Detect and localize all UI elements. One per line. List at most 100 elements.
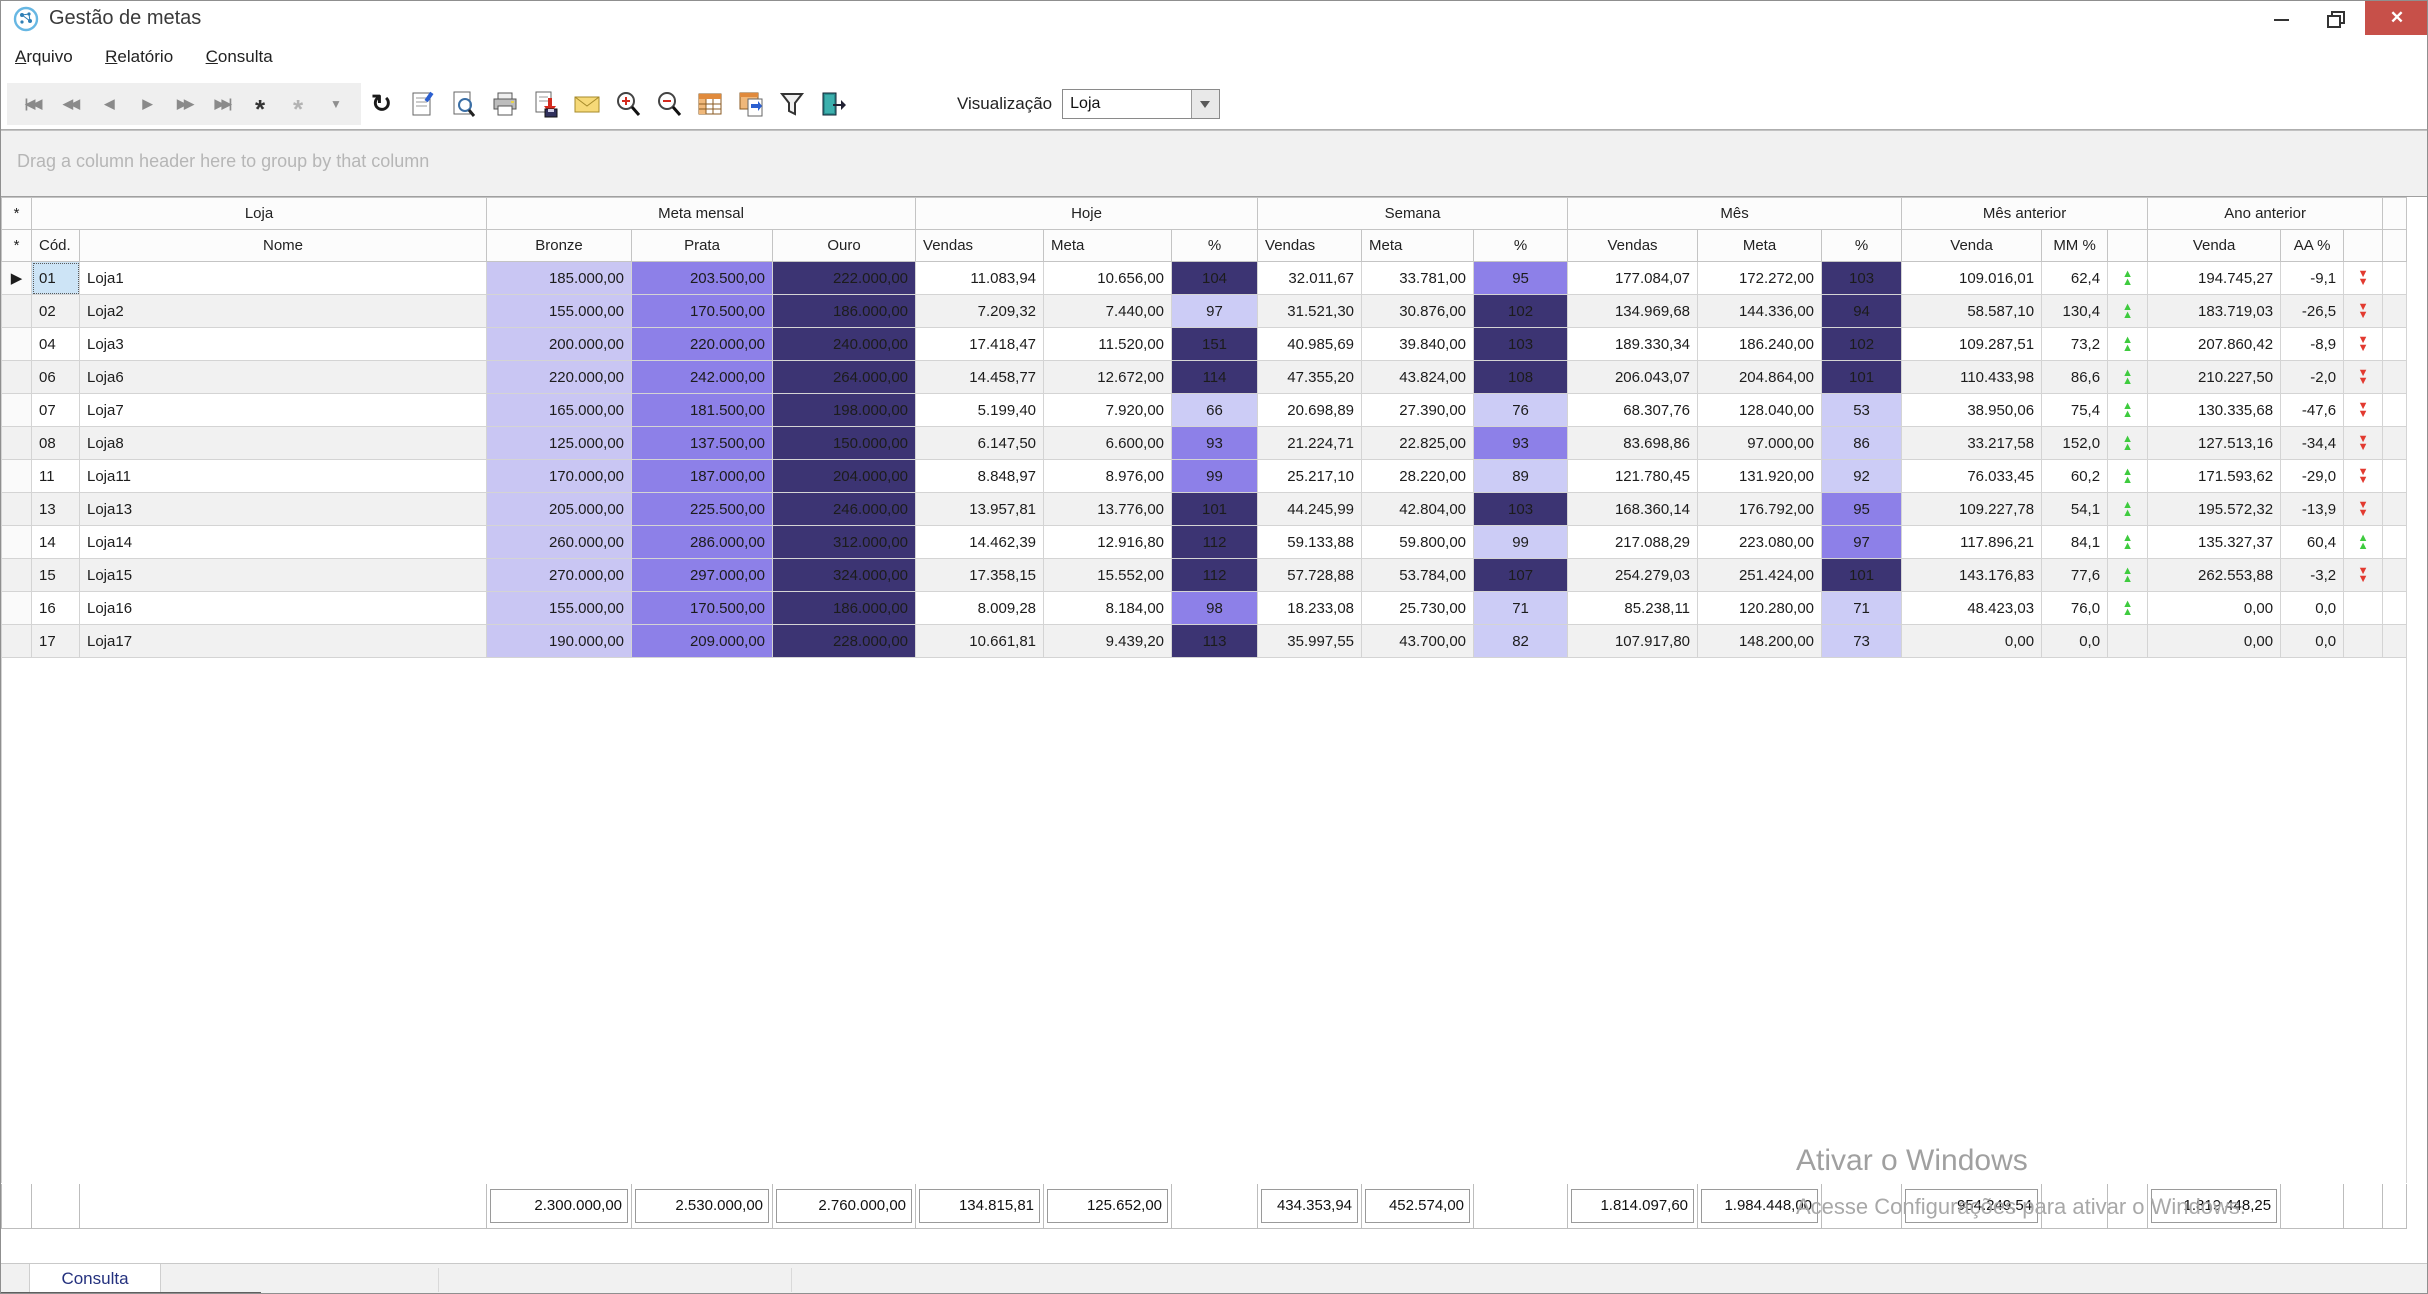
col-ouro[interactable]: Ouro bbox=[772, 229, 917, 262]
cell-cod[interactable]: 04 bbox=[31, 327, 80, 361]
col-cod[interactable]: Cód. bbox=[31, 229, 80, 262]
cell-nome[interactable]: Loja7 bbox=[78, 393, 488, 427]
cell-semana-pct[interactable]: 103 bbox=[1473, 492, 1569, 526]
cell-hoje-pct[interactable]: 101 bbox=[1171, 492, 1259, 526]
band-mes-anterior[interactable]: Mês anterior bbox=[1901, 197, 2149, 230]
band-semana[interactable]: Semana bbox=[1257, 197, 1569, 230]
cell-mes-pct[interactable]: 101 bbox=[1821, 360, 1903, 394]
cell-ano-anterior-venda[interactable]: 210.227,50 bbox=[2147, 360, 2282, 394]
cell-aa-pct[interactable]: 0,0 bbox=[2280, 591, 2345, 625]
col-prata[interactable]: Prata bbox=[631, 229, 774, 262]
col-hoje-pct[interactable]: % bbox=[1171, 229, 1259, 262]
cell-mm-pct[interactable]: 0,0 bbox=[2041, 624, 2109, 658]
cell-ano-anterior-venda[interactable]: 171.593,62 bbox=[2147, 459, 2282, 493]
cell-mes-pct[interactable]: 53 bbox=[1821, 393, 1903, 427]
cell-semana-pct[interactable]: 71 bbox=[1473, 591, 1569, 625]
row-indicator[interactable] bbox=[1, 393, 32, 427]
row-indicator[interactable] bbox=[1, 459, 32, 493]
cell-ouro[interactable]: 198.000,00 bbox=[772, 393, 917, 427]
col-semana-vendas[interactable]: Vendas bbox=[1257, 229, 1363, 262]
cell-prata[interactable]: 187.000,00 bbox=[631, 459, 774, 493]
row-indicator[interactable] bbox=[1, 294, 32, 328]
cell-semana-meta[interactable]: 25.730,00 bbox=[1361, 591, 1475, 625]
cell-hoje-meta[interactable]: 8.184,00 bbox=[1043, 591, 1173, 625]
row-indicator[interactable] bbox=[1, 558, 32, 592]
cell-ouro[interactable]: 264.000,00 bbox=[772, 360, 917, 394]
cell-prata[interactable]: 225.500,00 bbox=[631, 492, 774, 526]
cell-hoje-meta[interactable]: 15.552,00 bbox=[1043, 558, 1173, 592]
cell-nome[interactable]: Loja11 bbox=[78, 459, 488, 493]
cell-mes-vendas[interactable]: 107.917,80 bbox=[1567, 624, 1699, 658]
cell-hoje-vendas[interactable]: 14.462,39 bbox=[915, 525, 1045, 559]
table-row[interactable]: 15 Loja15 270.000,00 297.000,00 324.000,00 17… bbox=[1, 558, 2408, 592]
table-row[interactable]: 14 Loja14 260.000,00 286.000,00 312.000,00 14… bbox=[1, 525, 2408, 559]
col-mes-pct[interactable]: % bbox=[1821, 229, 1903, 262]
cell-semana-pct[interactable]: 99 bbox=[1473, 525, 1569, 559]
cell-ouro[interactable]: 222.000,00 bbox=[772, 261, 917, 295]
cell-mes-anterior-venda[interactable]: 0,00 bbox=[1901, 624, 2043, 658]
cell-bronze[interactable]: 155.000,00 bbox=[486, 294, 633, 328]
cell-semana-meta[interactable]: 33.781,00 bbox=[1361, 261, 1475, 295]
cell-hoje-pct[interactable]: 104 bbox=[1171, 261, 1259, 295]
cell-semana-pct[interactable]: 108 bbox=[1473, 360, 1569, 394]
cell-mes-anterior-venda[interactable]: 143.176,83 bbox=[1901, 558, 2043, 592]
close-button[interactable]: ✕ bbox=[2365, 1, 2427, 35]
cell-mes-meta[interactable]: 223.080,00 bbox=[1697, 525, 1823, 559]
insert-record-button[interactable]: * bbox=[254, 94, 266, 124]
cell-hoje-pct[interactable]: 99 bbox=[1171, 459, 1259, 493]
row-indicator[interactable] bbox=[1, 591, 32, 625]
band-loja[interactable]: Loja bbox=[30, 197, 488, 230]
table-row[interactable]: 16 Loja16 155.000,00 170.500,00 186.000,00 8.… bbox=[1, 591, 2408, 625]
cell-mes-anterior-venda[interactable]: 76.033,45 bbox=[1901, 459, 2043, 493]
cell-aa-pct[interactable]: -9,1 bbox=[2280, 261, 2345, 295]
group-by-panel[interactable]: Drag a column header here to group by th… bbox=[1, 130, 2427, 197]
cell-ouro[interactable]: 240.000,00 bbox=[772, 327, 917, 361]
cell-semana-pct[interactable]: 103 bbox=[1473, 327, 1569, 361]
cell-cod[interactable]: 07 bbox=[31, 393, 80, 427]
cell-mm-pct[interactable]: 152,0 bbox=[2041, 426, 2109, 460]
cell-mes-vendas[interactable]: 85.238,11 bbox=[1567, 591, 1699, 625]
cell-semana-pct[interactable]: 76 bbox=[1473, 393, 1569, 427]
cell-mm-pct[interactable]: 77,6 bbox=[2041, 558, 2109, 592]
cell-mes-vendas[interactable]: 206.043,07 bbox=[1567, 360, 1699, 394]
print-button[interactable] bbox=[484, 83, 525, 125]
cell-aa-pct[interactable]: 60,4 bbox=[2280, 525, 2345, 559]
cell-mes-meta[interactable]: 97.000,00 bbox=[1697, 426, 1823, 460]
cell-mes-vendas[interactable]: 254.279,03 bbox=[1567, 558, 1699, 592]
cell-mes-pct[interactable]: 71 bbox=[1821, 591, 1903, 625]
cell-semana-vendas[interactable]: 20.698,89 bbox=[1257, 393, 1363, 427]
cell-nome[interactable]: Loja17 bbox=[78, 624, 488, 658]
cell-semana-vendas[interactable]: 25.217,10 bbox=[1257, 459, 1363, 493]
col-semana-meta[interactable]: Meta bbox=[1361, 229, 1475, 262]
cell-mm-pct[interactable]: 62,4 bbox=[2041, 261, 2109, 295]
cell-semana-meta[interactable]: 30.876,00 bbox=[1361, 294, 1475, 328]
filter-small-button[interactable]: ▼ bbox=[330, 97, 342, 111]
filter-button[interactable] bbox=[771, 83, 812, 125]
cell-semana-vendas[interactable]: 31.521,30 bbox=[1257, 294, 1363, 328]
cell-nome[interactable]: Loja3 bbox=[78, 327, 488, 361]
cell-hoje-meta[interactable]: 12.672,00 bbox=[1043, 360, 1173, 394]
prior-record-button[interactable]: ◀ bbox=[104, 96, 115, 111]
cell-semana-vendas[interactable]: 32.011,67 bbox=[1257, 261, 1363, 295]
cell-mes-meta[interactable]: 148.200,00 bbox=[1697, 624, 1823, 658]
cell-mm-pct[interactable]: 130,4 bbox=[2041, 294, 2109, 328]
cell-nome[interactable]: Loja13 bbox=[78, 492, 488, 526]
cell-mes-meta[interactable]: 120.280,00 bbox=[1697, 591, 1823, 625]
cell-bronze[interactable]: 220.000,00 bbox=[486, 360, 633, 394]
cell-ano-anterior-venda[interactable]: 207.860,42 bbox=[2147, 327, 2282, 361]
cell-nome[interactable]: Loja14 bbox=[78, 525, 488, 559]
band-meta-mensal[interactable]: Meta mensal bbox=[486, 197, 917, 230]
cell-aa-pct[interactable]: -3,2 bbox=[2280, 558, 2345, 592]
cell-cod[interactable]: 16 bbox=[31, 591, 80, 625]
table-row[interactable]: 17 Loja17 190.000,00 209.000,00 228.000,00 10… bbox=[1, 624, 2408, 658]
cell-semana-pct[interactable]: 89 bbox=[1473, 459, 1569, 493]
cell-ouro[interactable]: 246.000,00 bbox=[772, 492, 917, 526]
row-indicator[interactable]: ▶ bbox=[1, 261, 32, 295]
cell-mm-pct[interactable]: 73,2 bbox=[2041, 327, 2109, 361]
cell-semana-pct[interactable]: 93 bbox=[1473, 426, 1569, 460]
cell-aa-pct[interactable]: -13,9 bbox=[2280, 492, 2345, 526]
cell-semana-meta[interactable]: 22.825,00 bbox=[1361, 426, 1475, 460]
cell-cod[interactable]: 14 bbox=[31, 525, 80, 559]
col-mm-trend[interactable] bbox=[2107, 229, 2149, 262]
cell-mes-anterior-venda[interactable]: 109.016,01 bbox=[1901, 261, 2043, 295]
